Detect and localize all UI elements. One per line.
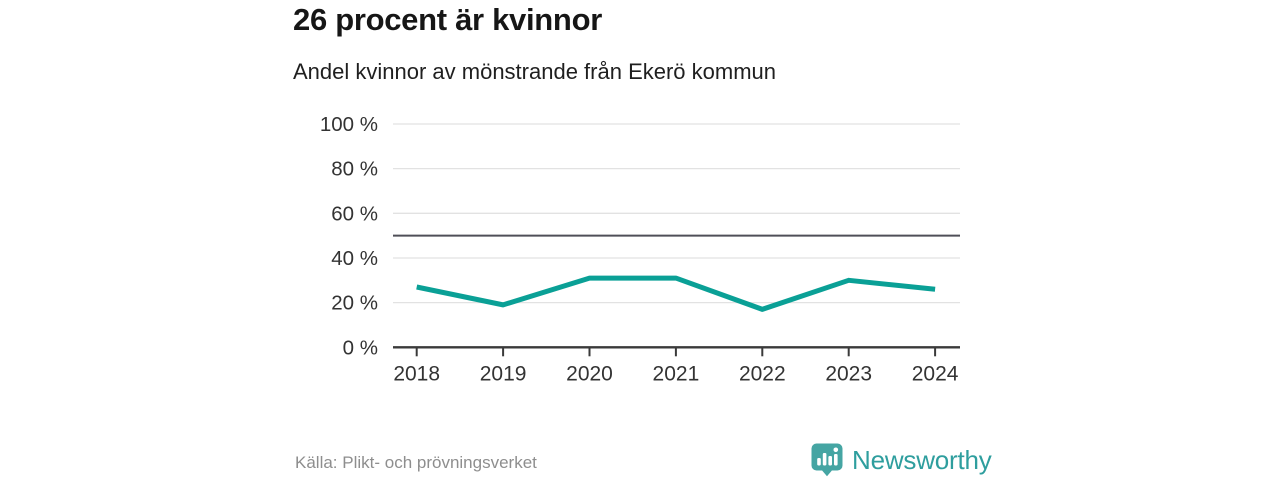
svg-text:2019: 2019 xyxy=(480,362,527,385)
svg-text:2020: 2020 xyxy=(566,362,613,385)
svg-text:2018: 2018 xyxy=(393,362,440,385)
chart-canvas: 0 % 20 % 40 % 60 % 80 % 100 % 2018 2019 2020 2021… xyxy=(320,113,960,385)
svg-text:2022: 2022 xyxy=(739,362,786,385)
svg-text:40 %: 40 % xyxy=(331,247,378,270)
svg-text:60 %: 60 % xyxy=(331,202,378,225)
svg-text:20 %: 20 % xyxy=(331,292,378,315)
svg-text:80 %: 80 % xyxy=(331,158,378,181)
svg-text:2024: 2024 xyxy=(912,362,959,385)
svg-text:100 %: 100 % xyxy=(320,113,378,136)
svg-text:0 %: 0 % xyxy=(343,336,378,359)
newsworthy-logo-icon xyxy=(811,443,843,477)
chart-subtitle: Andel kvinnor av mönstrande från Ekerö k… xyxy=(293,59,777,84)
newsworthy-logo: Newsworthy xyxy=(810,442,992,478)
svg-text:2023: 2023 xyxy=(825,362,872,385)
page-title: 26 procent är kvinnor xyxy=(293,2,602,37)
source-text: Källa: Plikt- och prövningsverket xyxy=(295,453,537,472)
svg-text:2021: 2021 xyxy=(653,362,700,385)
line-chart: 0 % 20 % 40 % 60 % 80 % 100 % 2018 2019 2020 2021… xyxy=(280,100,980,400)
newsworthy-wordmark: Newsworthy xyxy=(852,444,992,475)
